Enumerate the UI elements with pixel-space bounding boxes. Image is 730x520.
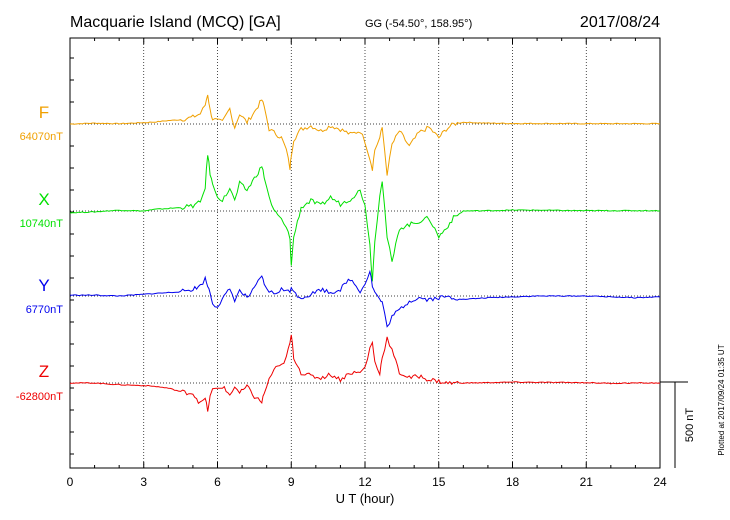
- x-tick-label: 6: [214, 475, 221, 489]
- series-baseline-value-f: 64070nT: [20, 131, 64, 143]
- x-axis-label: U T (hour): [336, 491, 395, 506]
- observation-date: 2017/08/24: [580, 14, 660, 31]
- series-name-z: Z: [39, 362, 49, 381]
- series-layer: [69, 94, 661, 412]
- series-line-y: [69, 269, 661, 328]
- x-tick-label: 0: [67, 475, 74, 489]
- plot-timestamp-note: Plotted at 2017/09/24 01:35 UT: [717, 344, 726, 455]
- x-tick-label: 21: [580, 475, 594, 489]
- scale-bar: 500 nT: [660, 381, 696, 468]
- plot-frame: [69, 37, 661, 469]
- series-name-f: F: [39, 103, 49, 122]
- x-tick-label: 24: [653, 475, 667, 489]
- series-line-x: [69, 155, 661, 282]
- series-baseline-value-z: -62800nT: [16, 391, 63, 403]
- grid-layer: [143, 38, 587, 468]
- x-tick-label: 18: [506, 475, 520, 489]
- scale-bar-label: 500 nT: [684, 408, 696, 443]
- x-tick-label: 9: [288, 475, 295, 489]
- baseline-layer: [70, 123, 660, 384]
- station-title: Macquarie Island (MCQ) [GA]: [70, 14, 281, 31]
- x-tick-label: 12: [358, 475, 372, 489]
- series-baseline-value-x: 10740nT: [20, 218, 64, 230]
- series-name-x: X: [38, 190, 49, 209]
- x-axis: 0 3 6 9 12 15 18 21 24: [67, 38, 667, 489]
- series-line-f: [69, 94, 660, 176]
- series-name-y: Y: [38, 276, 49, 295]
- series-baseline-value-y: 6770nT: [26, 304, 64, 316]
- x-tick-label: 3: [140, 475, 147, 489]
- station-coordinates: GG (-54.50°, 158.95°): [365, 18, 472, 30]
- series-line-z: [69, 334, 661, 412]
- x-tick-label: 15: [432, 475, 446, 489]
- series-labels: F 64070nT X 10740nT Y 6770nT Z -62800nT: [16, 103, 63, 403]
